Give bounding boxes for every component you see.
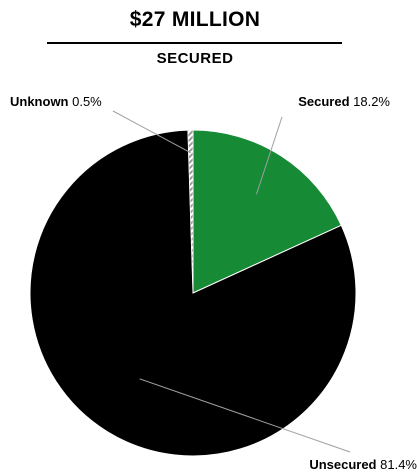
chart-title: $27 MILLION <box>129 8 261 31</box>
slice-label-unknown: Unknown 0.5% <box>10 94 102 109</box>
leader-line-secured <box>255 116 283 195</box>
slice-label-value: 81.4% <box>377 457 417 472</box>
slice-label-category: Secured <box>298 94 349 109</box>
slice-label-secured: Secured 18.2% <box>298 94 390 109</box>
leader-line-unknown <box>112 110 192 154</box>
slice-label-value: 18.2% <box>350 94 391 109</box>
pie-slice-secured <box>192 129 342 294</box>
slice-label-value: 0.5% <box>69 94 103 109</box>
pie-slice-unknown <box>187 129 194 294</box>
slice-label-category: Unsecured <box>309 457 376 472</box>
chart-subtitle: SECURED <box>156 50 234 67</box>
leader-line-unsecured <box>139 378 351 453</box>
slice-label-category: Unknown <box>10 94 69 109</box>
title-divider <box>47 42 342 44</box>
slice-label-unsecured: Unsecured 81.4% <box>309 457 417 472</box>
pie-slice-unsecured <box>29 129 357 457</box>
